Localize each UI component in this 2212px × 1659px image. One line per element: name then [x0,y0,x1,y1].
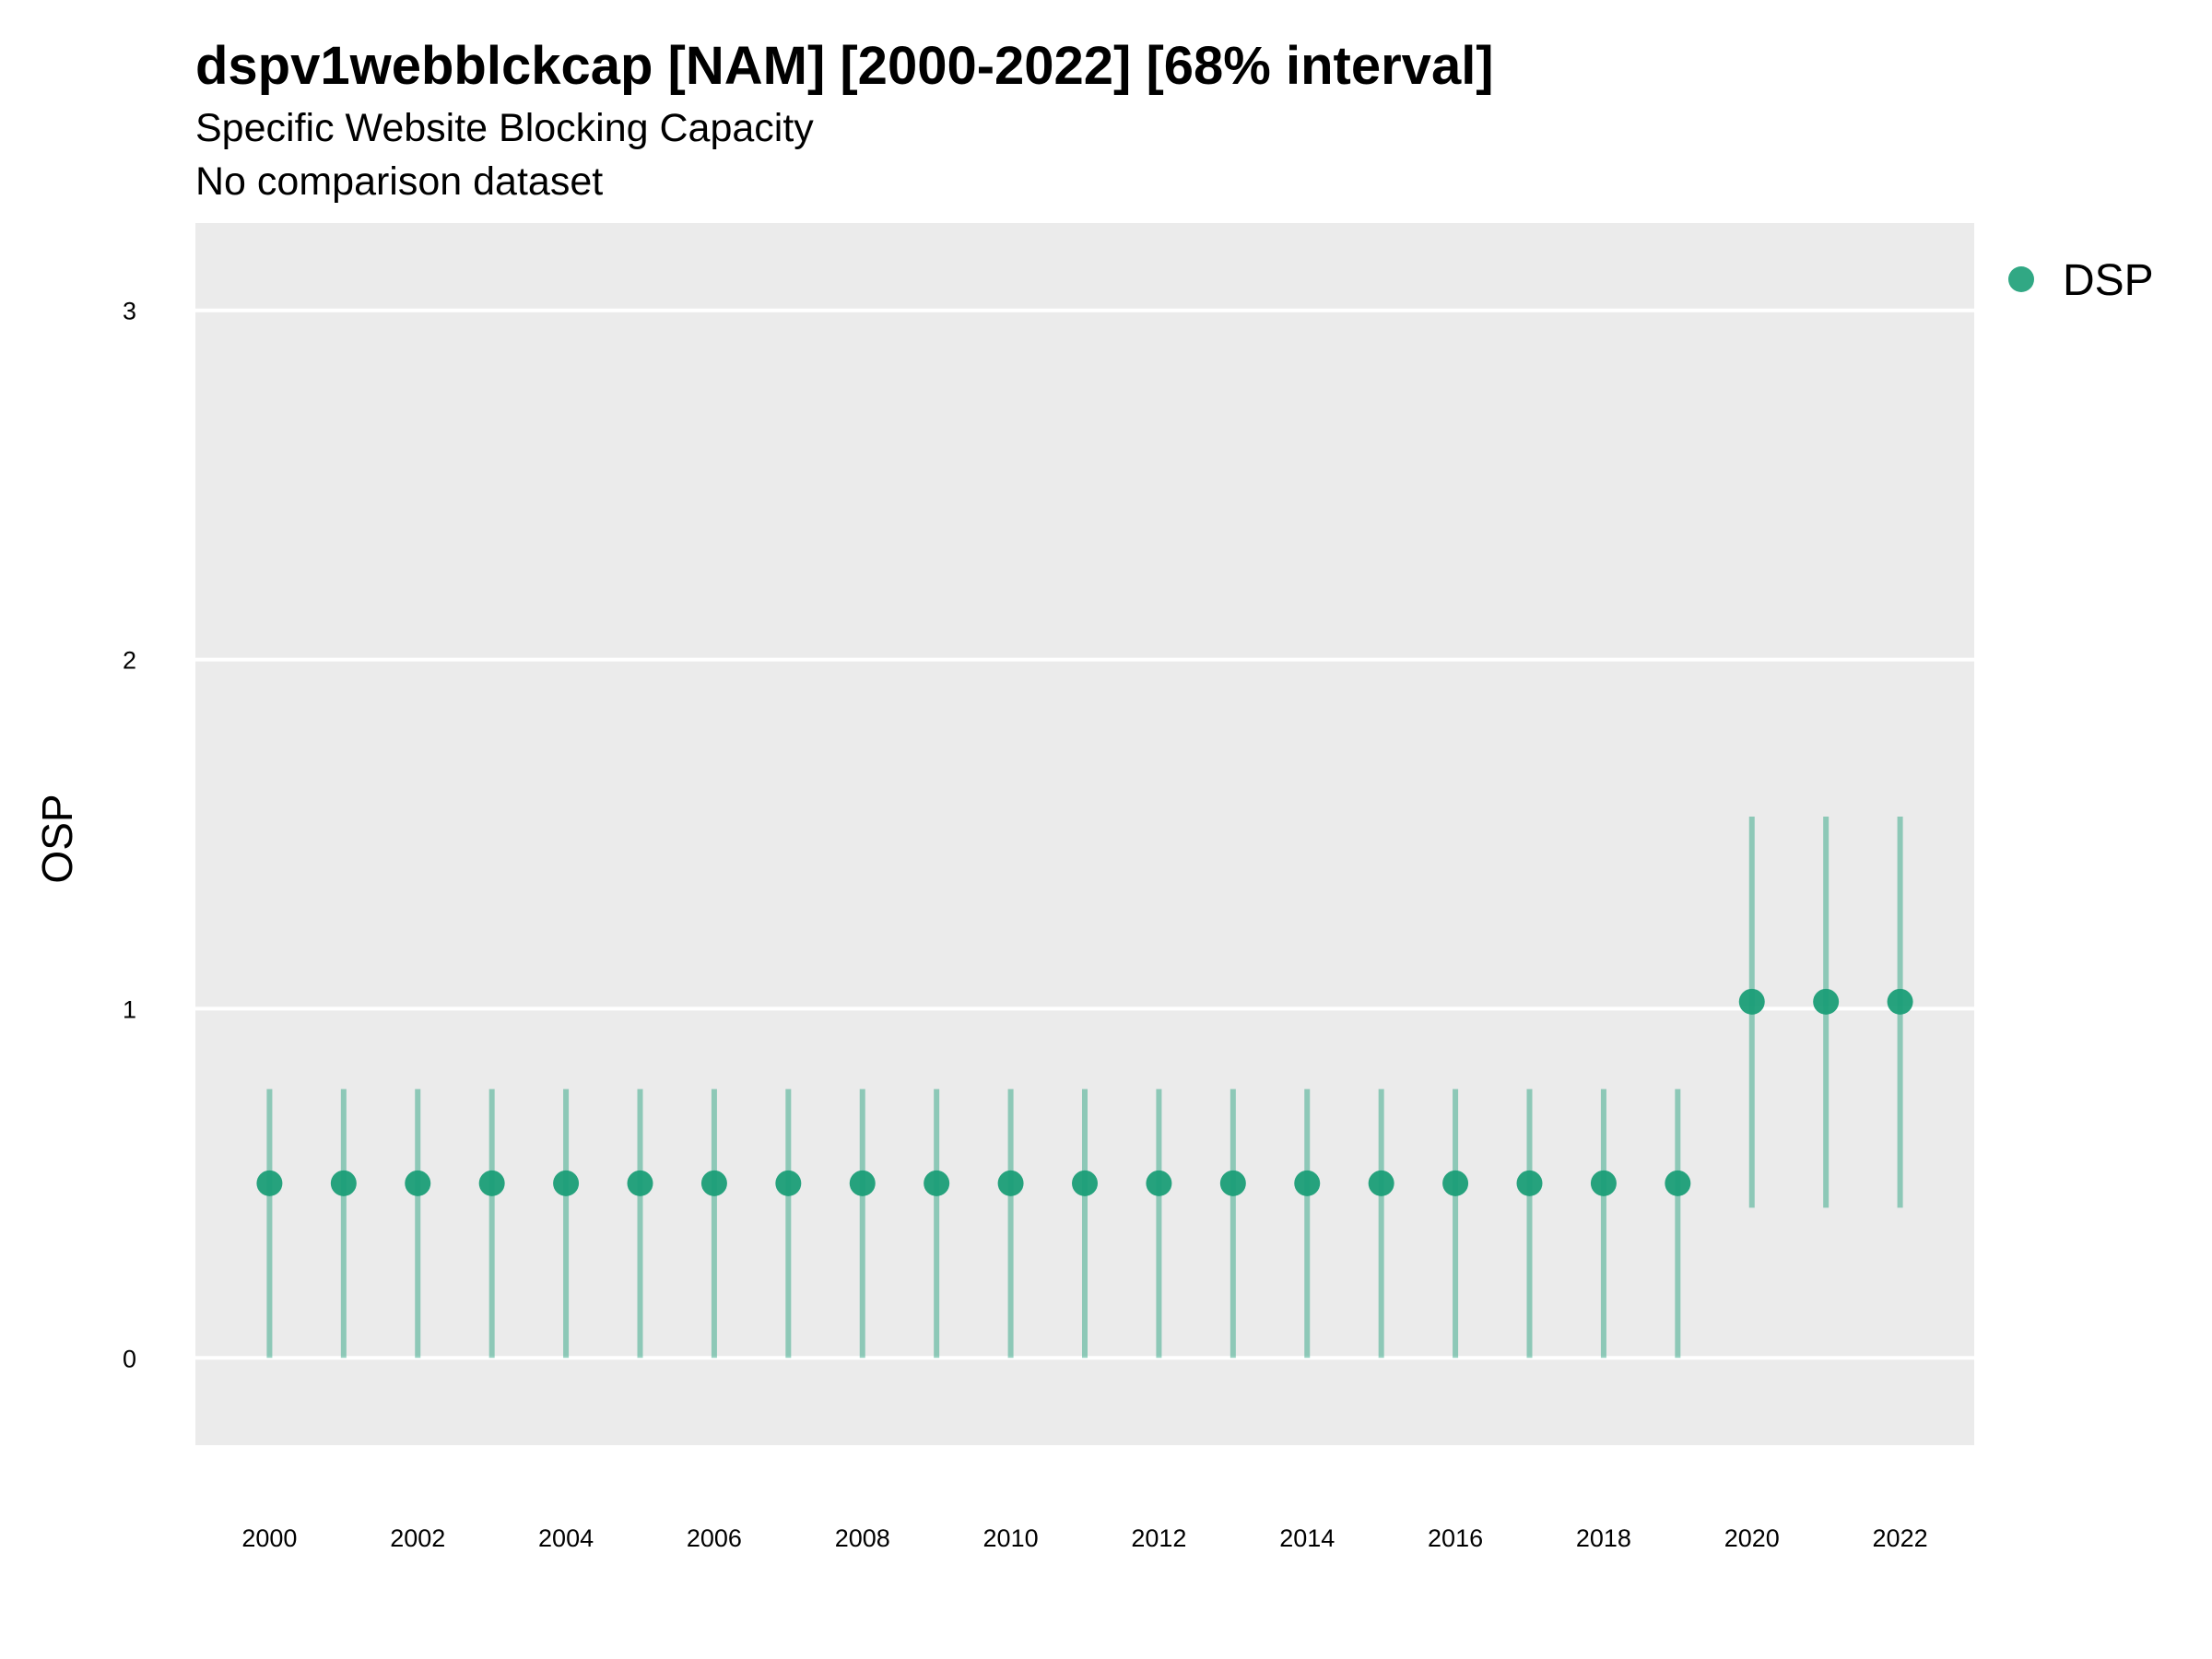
x-tick-label: 2018 [1576,1524,1631,1552]
y-tick-label: 2 [123,647,136,675]
y-tick-label: 1 [123,995,136,1023]
data-point [330,1170,357,1196]
y-tick-label: 3 [123,298,136,325]
data-point [1738,988,1765,1015]
x-tick-label: 2004 [538,1524,594,1552]
data-point [775,1170,802,1196]
x-tick-label: 2006 [687,1524,742,1552]
interval-bars [266,817,1903,1359]
legend-label-dsp: DSP [2063,256,2154,305]
data-point [924,1170,950,1196]
data-point [478,1170,505,1196]
plot-panel [195,223,1974,1445]
chart-subtitle: Specific Website Blocking Capacity [195,106,814,150]
data-point [1665,1170,1691,1196]
data-point [1294,1170,1321,1196]
y-axis-title: OSP [33,794,81,883]
data-point [256,1170,283,1196]
data-point [1813,988,1840,1015]
x-tick-label: 2012 [1131,1524,1186,1552]
data-point [849,1170,876,1196]
data-point [700,1170,727,1196]
data-point [1516,1170,1543,1196]
data-point [1219,1170,1246,1196]
x-tick-label: 2014 [1279,1524,1335,1552]
y-axis-ticks: 0 1 2 3 [123,298,136,1373]
x-axis-ticks: 2000 2002 2004 2006 2008 2010 2012 2014 2016 2018… [241,1524,1927,1552]
data-points [256,988,1913,1196]
x-tick-label: 2016 [1428,1524,1483,1552]
data-point [997,1170,1024,1196]
x-tick-label: 2008 [835,1524,890,1552]
chart-title: dspv1webblckcap [NAM] [2000-2022] [68% i… [195,36,1494,96]
legend-key-dsp [2008,266,2034,292]
data-point [1590,1170,1617,1196]
data-point [553,1170,580,1196]
x-tick-label: 2002 [390,1524,445,1552]
x-tick-label: 2020 [1724,1524,1780,1552]
data-point [1072,1170,1098,1196]
data-point [1146,1170,1172,1196]
data-point [405,1170,431,1196]
legend: DSP [2008,256,2154,305]
x-tick-label: 2000 [241,1524,297,1552]
data-point [1442,1170,1469,1196]
x-tick-label: 2022 [1873,1524,1928,1552]
chart-caption: No comparison dataset [195,159,604,204]
y-tick-label: 0 [123,1345,136,1372]
gridlines [195,308,1974,1360]
data-point [1887,988,1913,1015]
data-point [1368,1170,1394,1196]
data-point [627,1170,653,1196]
x-tick-label: 2010 [983,1524,1039,1552]
